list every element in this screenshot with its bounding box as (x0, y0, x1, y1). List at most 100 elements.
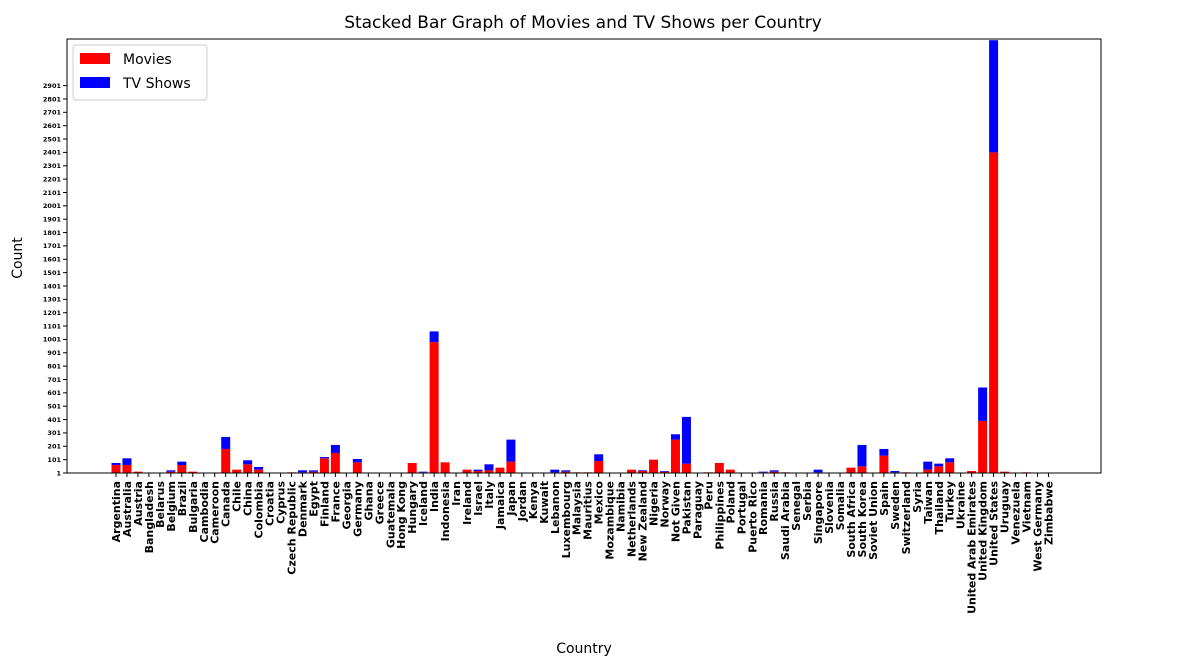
y-tick-label: 1701 (43, 242, 62, 250)
bar-movies (594, 460, 604, 473)
y-tick-label: 2401 (43, 149, 62, 157)
bar-movies (945, 462, 955, 473)
bar-movies (670, 439, 680, 473)
bar-movies (934, 466, 944, 473)
x-tick-label: Egypt (307, 481, 320, 517)
bar-tv-shows (769, 470, 779, 472)
x-tick-label: Chile (231, 481, 244, 512)
x-tick-label: Senegal (790, 481, 803, 531)
x-tick-label: Serbia (801, 481, 814, 521)
x-tick-label: United States (988, 481, 1001, 566)
bar-tv-shows (923, 461, 933, 470)
x-tick-label: West Germany (1031, 481, 1044, 572)
x-tick-label: Brazil (176, 481, 189, 516)
bar-tv-shows (506, 439, 516, 462)
bar-movies (660, 471, 669, 473)
x-tick-label: China (242, 481, 255, 516)
y-tick-label: 1401 (43, 282, 62, 290)
legend-swatch-movies (80, 53, 110, 64)
y-tick-label: 1 (56, 469, 61, 477)
x-tick-label: Kuwait (538, 481, 551, 524)
bar-tv-shows (670, 434, 680, 440)
x-tick-label: Hungary (406, 481, 419, 534)
bar-tv-shows (594, 454, 604, 461)
x-tick-label: Argentina (110, 481, 123, 542)
x-tick-label: Austria (132, 481, 145, 526)
bar-tv-shows (177, 461, 187, 465)
x-tick-label: Venezuela (1010, 481, 1023, 545)
x-tick-label: Portugal (735, 481, 748, 534)
bar-tv-shows (111, 462, 121, 465)
legend-swatch-tv-shows (80, 77, 110, 88)
bar-movies (627, 469, 637, 473)
x-tick-label: Peru (702, 481, 715, 510)
x-tick-label: South Africa (845, 481, 858, 558)
x-tick-label: India (428, 481, 441, 512)
bar-movies (308, 471, 318, 473)
bar-tv-shows (813, 469, 823, 473)
y-tick-label: 1501 (43, 269, 62, 277)
bars-layer (111, 40, 1032, 473)
y-tick-label: 901 (47, 349, 61, 357)
bar-movies (989, 152, 999, 473)
y-tick-label: 801 (47, 362, 61, 370)
x-tick-label: Ireland (461, 481, 474, 525)
y-tick-label: 1201 (43, 309, 62, 317)
chart-title: Stacked Bar Graph of Movies and TV Shows… (344, 13, 822, 33)
bar-tv-shows (484, 464, 494, 471)
x-tick-label: Bulgaria (187, 481, 200, 533)
bar-tv-shows (166, 470, 176, 472)
x-tick-label: Belarus (154, 481, 167, 528)
y-axis-label: Count (10, 237, 26, 279)
bar-movies (254, 469, 264, 473)
x-tick-label: Lebanon (549, 481, 562, 534)
bar-tv-shows (221, 436, 231, 449)
x-tick-label: Guatemala (384, 481, 397, 548)
x-tick-label: Saudi Arabia (779, 481, 792, 560)
x-tick-label: Not Given (669, 481, 682, 542)
x-tick-label: Soviet Union (867, 481, 880, 560)
bar-movies (122, 464, 132, 473)
bar-tv-shows (297, 470, 307, 473)
bar-movies (495, 467, 505, 473)
x-tick-label: Ghana (362, 481, 375, 521)
bar-tv-shows (857, 444, 867, 467)
y-tick-label: 1001 (43, 336, 62, 344)
bar-tv-shows (978, 387, 988, 421)
bar-movies (166, 471, 176, 473)
x-tick-label: Australia (121, 481, 134, 537)
x-tick-label: Belgium (165, 481, 178, 532)
x-tick-label: Italy (483, 481, 496, 509)
bar-tv-shows (352, 458, 362, 463)
bar-movies (561, 471, 571, 473)
bar-tv-shows (254, 466, 264, 470)
x-tick-label: Cambodia (198, 481, 211, 542)
x-tick-label: Netherlands (626, 481, 639, 558)
y-tick-label: 201 (47, 443, 61, 451)
x-tick-label: Ukraine (955, 481, 968, 529)
plot-frame (66, 38, 1102, 474)
bar-movies (133, 471, 143, 473)
bar-tv-shows (418, 471, 428, 473)
x-tick-label: Iceland (417, 481, 430, 526)
x-tick-label: United Arab Emirates (966, 481, 979, 614)
y-tick-label: 2201 (43, 175, 62, 183)
x-tick-label: South Korea (856, 481, 869, 557)
x-tick-label: Indonesia (439, 481, 452, 541)
x-tick-label: Mexico (593, 481, 606, 525)
bar-tv-shows (758, 471, 768, 473)
x-tick-label: Norway (659, 481, 672, 528)
x-tick-label: Zimbabwe (1042, 481, 1055, 545)
x-tick-label: Taiwan (922, 481, 935, 524)
x-tick-label: Philippines (713, 481, 726, 550)
bar-tv-shows (945, 458, 955, 463)
y-tick-label: 1101 (43, 322, 62, 330)
x-tick-label: Sweden (889, 481, 902, 530)
x-tick-label: Jamaica (494, 481, 507, 530)
x-tick-label: Paraguay (691, 481, 704, 539)
x-tick-label: Bangladesh (143, 481, 156, 553)
y-tick-label: 1601 (43, 256, 62, 264)
y-tick-label: 1301 (43, 296, 62, 304)
bar-movies (352, 462, 362, 473)
x-tick-label: Russia (768, 481, 781, 522)
